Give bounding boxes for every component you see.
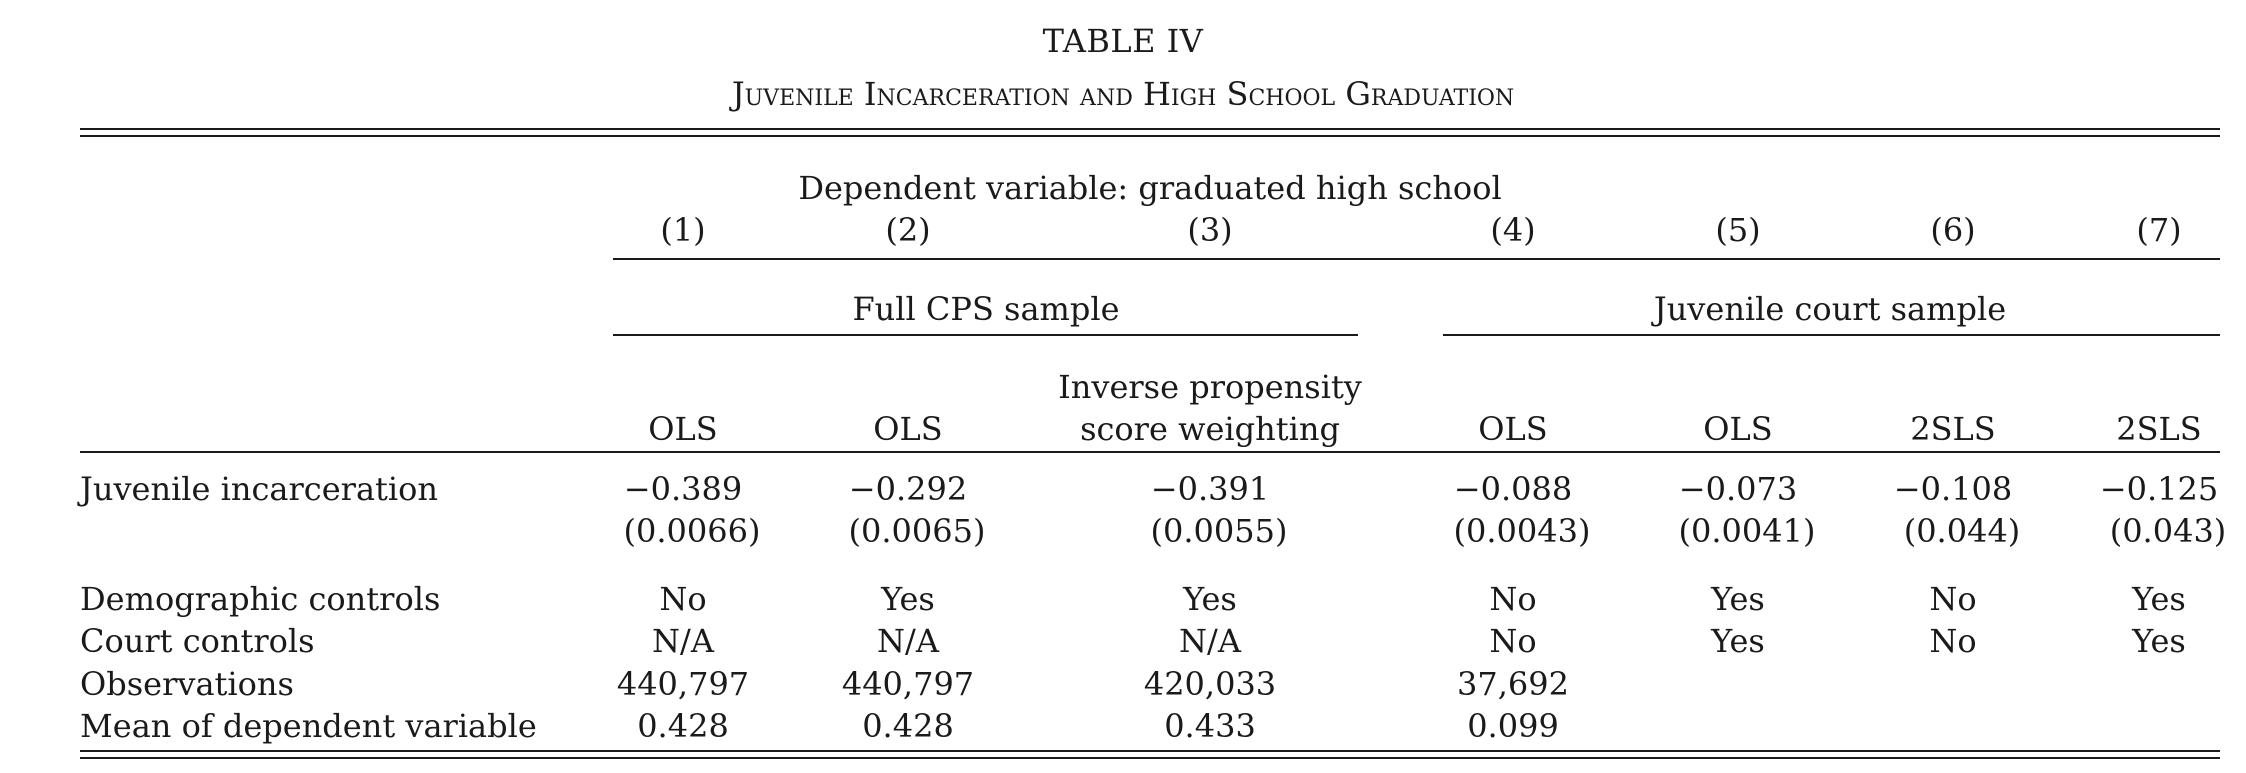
table-cell: No (1929, 622, 1977, 660)
coefficient-cell: −0.088 (1453, 470, 1573, 508)
table-cell: 0.433 (1164, 707, 1256, 745)
bottom-rule-2 (80, 757, 2220, 759)
std-error-cell: (0.043) (2109, 512, 2227, 550)
table-cell: 0.428 (637, 707, 729, 745)
method-label: OLS (1478, 410, 1548, 448)
table-cell: No (659, 580, 707, 618)
dependent-variable-label: Dependent variable: graduated high schoo… (798, 169, 1502, 207)
coefficient-cell: −0.292 (848, 470, 968, 508)
method-label: score weighting (1080, 410, 1340, 448)
header-rule (80, 451, 2220, 453)
std-error-cell: (0.0065) (848, 512, 986, 550)
method-label: 2SLS (1910, 410, 1996, 448)
table-cell: Yes (2132, 622, 2186, 660)
column-number-rule (613, 258, 2220, 260)
row-label-juvenile-incarceration: Juvenile incarceration (80, 470, 438, 508)
table-cell: Yes (1711, 580, 1765, 618)
table-cell: 440,797 (616, 665, 750, 703)
coefficient-cell: −0.108 (1893, 470, 2013, 508)
column-number: (3) (1187, 211, 1233, 249)
table-cell: No (1489, 622, 1537, 660)
column-number: (1) (660, 211, 706, 249)
coefficient-cell: −0.391 (1150, 470, 1270, 508)
table-cell: Yes (1183, 580, 1237, 618)
column-number: (2) (885, 211, 931, 249)
table-cell: Yes (1711, 622, 1765, 660)
table-title: TABLE IV (1042, 22, 1204, 60)
column-number: (7) (2136, 211, 2182, 249)
std-error-cell: (0.0043) (1453, 512, 1591, 550)
table-cell: 420,033 (1143, 665, 1277, 703)
table-cell: 440,797 (841, 665, 975, 703)
top-rule-1 (80, 128, 2220, 130)
row-label-mean-dependent: Mean of dependent variable (80, 707, 537, 745)
table-subtitle: Juvenile Incarceration and High School G… (731, 75, 1515, 113)
column-number: (5) (1715, 211, 1761, 249)
group-header-full-cps: Full CPS sample (852, 290, 1120, 328)
row-label-observations: Observations (80, 665, 294, 703)
row-label-court-controls: Court controls (80, 622, 315, 660)
table-cell: N/A (652, 622, 714, 660)
table-cell: Yes (2132, 580, 2186, 618)
std-error-cell: (0.0055) (1150, 512, 1288, 550)
group-rule-full-cps (613, 334, 1358, 336)
coefficient-cell: −0.073 (1678, 470, 1798, 508)
table-cell: 37,692 (1457, 665, 1569, 703)
top-rule-2 (80, 135, 2220, 137)
method-label: OLS (1703, 410, 1773, 448)
column-number: (4) (1490, 211, 1536, 249)
bottom-rule-1 (80, 750, 2220, 752)
table-cell: Yes (881, 580, 935, 618)
method-label: 2SLS (2116, 410, 2202, 448)
table-cell: N/A (1179, 622, 1241, 660)
table-cell: 0.099 (1467, 707, 1559, 745)
group-header-juvenile-court: Juvenile court sample (1653, 290, 2007, 328)
std-error-cell: (0.0041) (1678, 512, 1816, 550)
column-number: (6) (1930, 211, 1976, 249)
method-label: Inverse propensity (1058, 368, 1362, 406)
row-label-demographic-controls: Demographic controls (80, 580, 441, 618)
coefficient-cell: −0.125 (2099, 470, 2219, 508)
group-rule-juvenile-court (1443, 334, 2220, 336)
method-label: OLS (873, 410, 943, 448)
std-error-cell: (0.044) (1903, 512, 2021, 550)
table-cell: No (1489, 580, 1537, 618)
table-cell: No (1929, 580, 1977, 618)
method-label: OLS (648, 410, 718, 448)
table-cell: N/A (877, 622, 939, 660)
table-cell: 0.428 (862, 707, 954, 745)
coefficient-cell: −0.389 (623, 470, 743, 508)
std-error-cell: (0.0066) (623, 512, 761, 550)
